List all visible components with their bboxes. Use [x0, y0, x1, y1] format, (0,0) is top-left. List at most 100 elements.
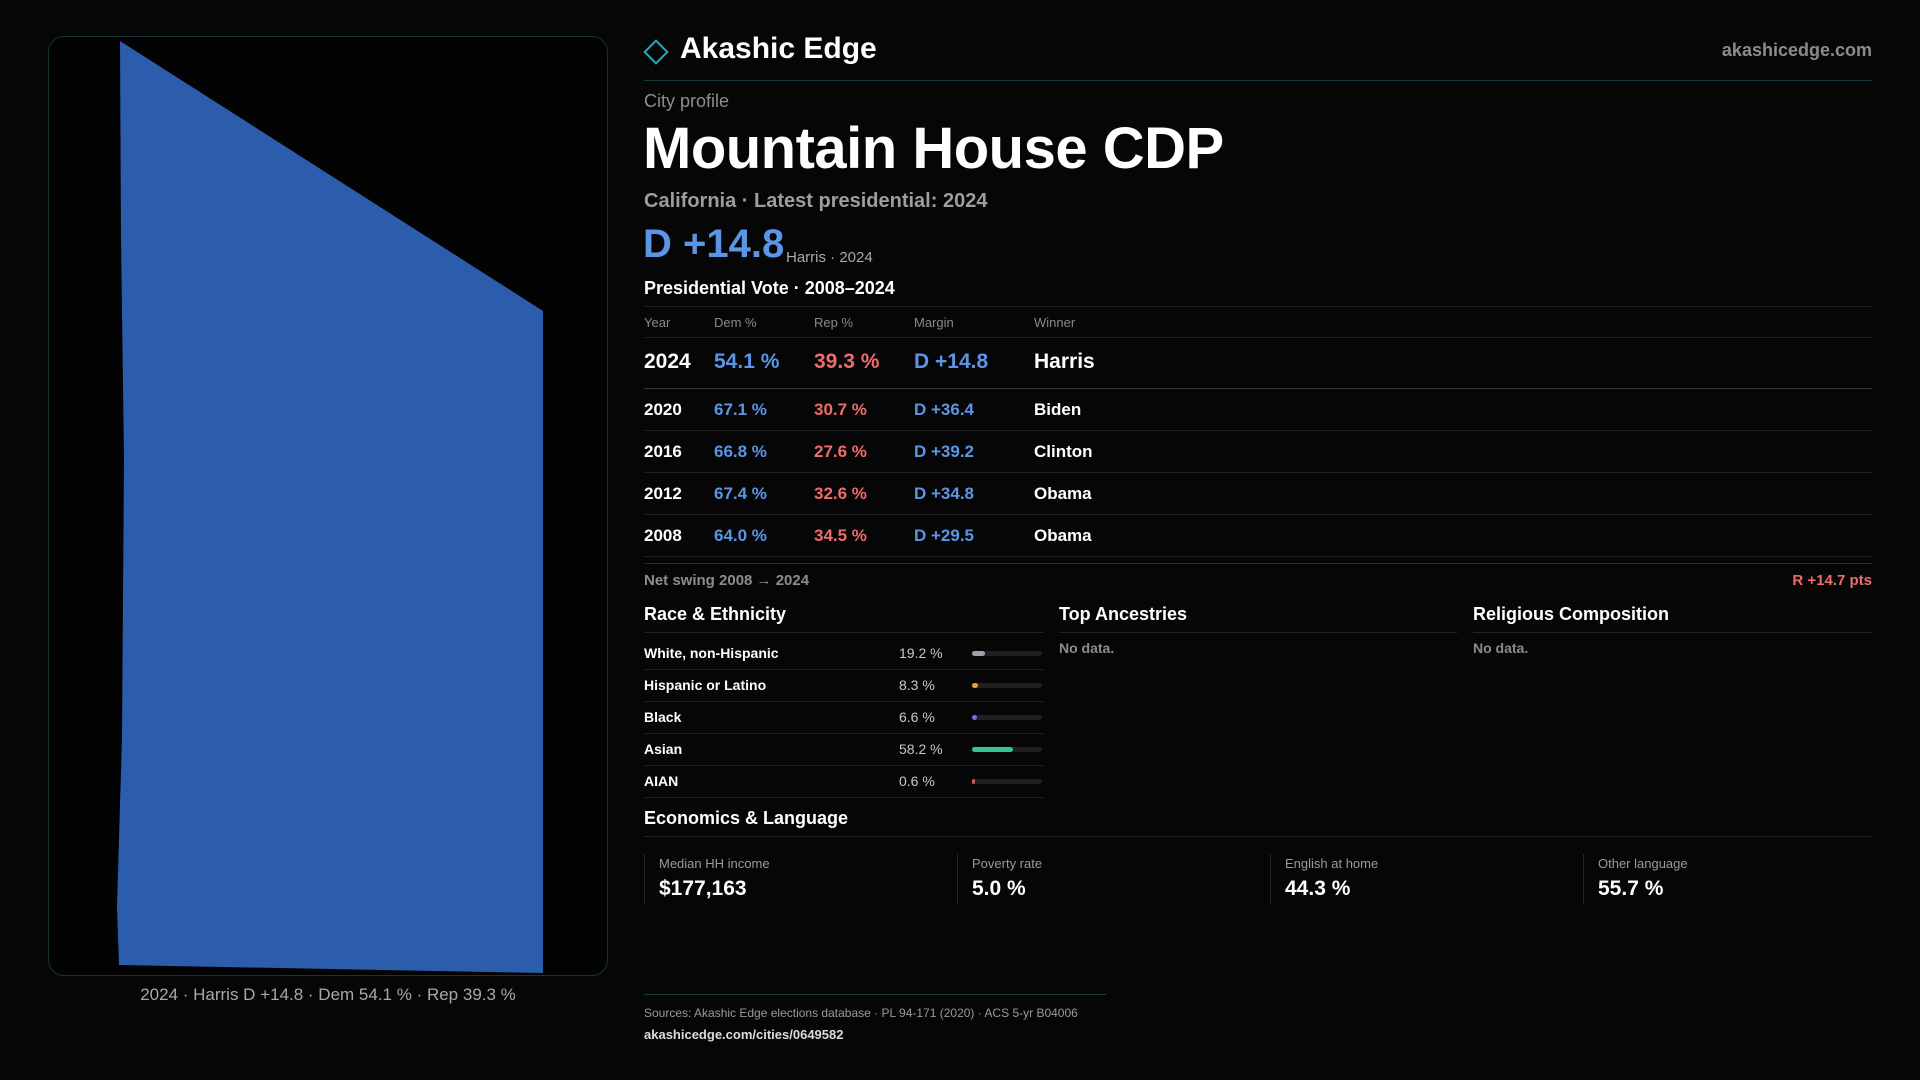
race-label: Black	[644, 709, 682, 725]
race-bar-fill	[972, 779, 975, 784]
header-divider	[644, 80, 1872, 81]
city-boundary-shape	[117, 41, 543, 973]
map-caption: 2024 · Harris D +14.8 · Dem 54.1 % · Rep…	[140, 985, 516, 1004]
header-winner: Winner	[1034, 315, 1076, 330]
ancestries-title-divider	[1059, 632, 1457, 633]
row-year: 2012	[644, 484, 682, 503]
header-year: Year	[644, 315, 671, 330]
econ-value: 5.0 %	[972, 877, 1026, 900]
race-bar-fill	[972, 683, 978, 688]
econ-label: Poverty rate	[972, 856, 1043, 871]
row-winner: Obama	[1034, 526, 1092, 545]
row-margin: D +36.4	[914, 400, 975, 419]
econ-card-english: English at home 44.3 %	[1270, 854, 1378, 904]
religion-section-title: Religious Composition	[1473, 604, 1669, 624]
race-label: Asian	[644, 741, 683, 757]
net-swing-value: R +14.7 pts	[1792, 572, 1872, 589]
list-item: Hispanic or Latino 8.3 %	[644, 670, 1044, 702]
page-title: Mountain House CDP	[643, 116, 1224, 181]
race-bar-fill	[972, 747, 1013, 752]
econ-card-poverty: Poverty rate 5.0 %	[957, 854, 1042, 904]
list-item: White, non-Hispanic 19.2 %	[644, 638, 1044, 670]
row-rep: 39.3 %	[814, 350, 880, 373]
table-row: 2016 66.8 % 27.6 % D +39.2 Clinton	[644, 431, 1872, 473]
list-item: Black 6.6 %	[644, 702, 1044, 734]
site-link[interactable]: akashicedge.com	[1721, 40, 1872, 60]
row-winner: Harris	[1034, 350, 1095, 373]
table-row: 2012 67.4 % 32.6 % D +34.8 Obama	[644, 473, 1872, 515]
race-bar-track	[972, 715, 1042, 720]
row-winner: Obama	[1034, 484, 1092, 503]
city-boundary-map	[117, 41, 543, 973]
table-row: 2024 54.1 % 39.3 % D +14.8 Harris	[644, 338, 1872, 389]
religion-empty: No data.	[1473, 640, 1529, 656]
row-year: 2024	[644, 350, 691, 373]
race-bar-track	[972, 651, 1042, 656]
row-margin: D +29.5	[914, 526, 975, 545]
row-rep: 30.7 %	[814, 400, 867, 419]
row-dem: 64.0 %	[714, 526, 767, 545]
econ-card-other-language: Other language 55.7 %	[1583, 854, 1688, 904]
econ-divider	[644, 836, 1872, 837]
row-dem: 66.8 %	[714, 442, 767, 461]
row-margin: D +34.8	[914, 484, 975, 503]
table-row: 2008 64.0 % 34.5 % D +29.5 Obama	[644, 515, 1872, 557]
page-kicker: City profile	[644, 91, 730, 111]
race-bar-fill	[972, 715, 977, 720]
brand-name[interactable]: Akashic Edge	[680, 32, 877, 65]
row-year: 2020	[644, 400, 682, 419]
header-margin: Margin	[914, 315, 954, 330]
race-percent: 6.6 %	[899, 709, 935, 725]
row-year: 2008	[644, 526, 682, 545]
econ-value: 44.3 %	[1285, 877, 1351, 900]
page-subtitle: California · Latest presidential: 2024	[644, 190, 988, 212]
page-url-link[interactable]: akashicedge.com/cities/0649582	[644, 1027, 844, 1042]
race-section-title: Race & Ethnicity	[644, 604, 787, 624]
footer-divider	[644, 994, 1106, 995]
race-label: AIAN	[644, 773, 679, 789]
race-bar-track	[972, 779, 1042, 784]
race-bar-track	[972, 747, 1042, 752]
row-winner: Clinton	[1034, 442, 1093, 461]
net-swing-label: Net swing 2008 → 2024	[644, 572, 810, 589]
race-percent: 19.2 %	[899, 645, 943, 661]
row-margin: D +39.2	[914, 442, 975, 461]
row-margin: D +14.8	[914, 350, 989, 373]
ancestries-empty: No data.	[1059, 640, 1115, 656]
race-percent: 0.6 %	[899, 773, 935, 789]
econ-label: Median HH income	[659, 856, 770, 871]
swing-divider	[644, 563, 1872, 564]
header-dem: Dem %	[714, 315, 757, 330]
vote-section-title: Presidential Vote · 2008–2024	[644, 278, 895, 298]
econ-label: English at home	[1285, 856, 1379, 871]
row-rep: 32.6 %	[814, 484, 867, 503]
ancestries-section-title: Top Ancestries	[1059, 604, 1188, 624]
sources-note: Sources: Akashic Edge elections database…	[644, 1006, 1078, 1020]
race-percent: 58.2 %	[899, 741, 943, 757]
race-list: White, non-Hispanic 19.2 % Hispanic or L…	[644, 638, 1044, 798]
econ-value: 55.7 %	[1598, 877, 1664, 900]
row-dem: 67.1 %	[714, 400, 767, 419]
econ-label: Other language	[1598, 856, 1688, 871]
table-row: 2020 67.1 % 30.7 % D +36.4 Biden	[644, 389, 1872, 431]
race-bar-fill	[972, 651, 986, 656]
row-rep: 34.5 %	[814, 526, 867, 545]
row-winner: Biden	[1034, 400, 1082, 419]
list-item: AIAN 0.6 %	[644, 766, 1044, 798]
diamond-logo-icon	[643, 39, 669, 65]
race-label: Hispanic or Latino	[644, 677, 767, 693]
race-percent: 8.3 %	[899, 677, 935, 693]
header-rep: Rep %	[814, 315, 854, 330]
latest-margin-note: Harris · 2024	[786, 249, 873, 266]
row-rep: 27.6 %	[814, 442, 867, 461]
latest-margin: D +14.8	[643, 222, 785, 266]
vote-table-header: Year Dem % Rep % Margin Winner	[644, 306, 1872, 338]
list-item: Asian 58.2 %	[644, 734, 1044, 766]
race-bar-track	[972, 683, 1042, 688]
row-dem: 67.4 %	[714, 484, 767, 503]
map-panel	[48, 36, 608, 976]
row-year: 2016	[644, 442, 682, 461]
race-title-divider	[644, 632, 1044, 633]
race-label: White, non-Hispanic	[644, 645, 779, 661]
econ-value: $177,163	[659, 877, 747, 900]
